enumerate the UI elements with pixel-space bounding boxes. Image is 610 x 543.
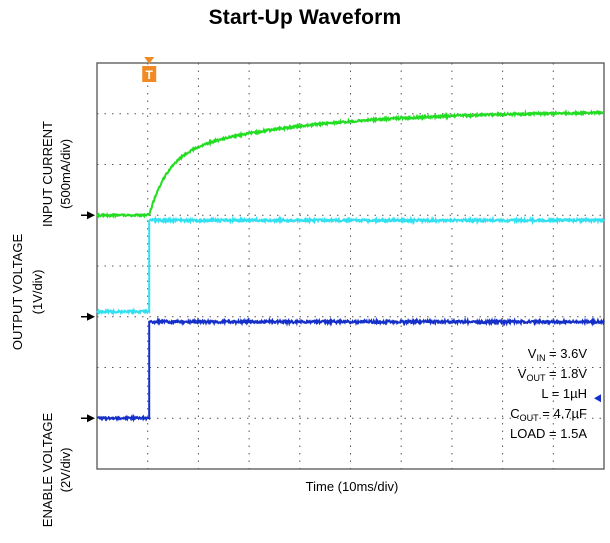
ylabel-enable-voltage-unit: (2V/div) bbox=[58, 448, 73, 493]
annotation-line: VIN = 3.6V bbox=[528, 346, 588, 363]
annotation-line: COUT = 4.7µF bbox=[510, 406, 587, 423]
ylabel-output-voltage: OUTPUT VOLTAGE bbox=[10, 234, 25, 351]
ylabel-output-voltage-scale: (1V/div) bbox=[30, 270, 45, 315]
annotation-line: L = 1µH bbox=[541, 386, 587, 401]
ylabel-input-current-name: INPUT CURRENT bbox=[40, 121, 55, 227]
annotation-line: VOUT = 1.8V bbox=[518, 366, 588, 383]
grid bbox=[97, 63, 604, 469]
annotations: VIN = 3.6V VOUT = 1.8V L = 1µH COUT = 4.7µF… bbox=[510, 346, 587, 441]
ylabel-enable-voltage: ENABLE VOLTAGE bbox=[40, 412, 55, 527]
ylabel-enable-voltage-scale: (2V/div) bbox=[58, 448, 73, 493]
x-axis-label: Time (10ms/div) bbox=[306, 479, 399, 494]
ref-marker-right bbox=[594, 394, 601, 402]
ylabel-input-current: INPUT CURRENT bbox=[40, 121, 55, 227]
ylabel-input-current-unit: (500mA/div) bbox=[58, 139, 73, 209]
trace-input-current bbox=[97, 112, 604, 216]
annotation-line: LOAD = 1.5A bbox=[510, 426, 587, 441]
ylabel-output-voltage-unit: (1V/div) bbox=[30, 270, 45, 315]
ylabel-enable-voltage-name: ENABLE VOLTAGE bbox=[40, 412, 55, 527]
trigger-label: T bbox=[146, 68, 154, 82]
ylabel-output-voltage-name: OUTPUT VOLTAGE bbox=[10, 234, 25, 351]
ylabel-input-current-scale: (500mA/div) bbox=[58, 139, 73, 209]
trace-enable-voltage bbox=[97, 321, 604, 420]
